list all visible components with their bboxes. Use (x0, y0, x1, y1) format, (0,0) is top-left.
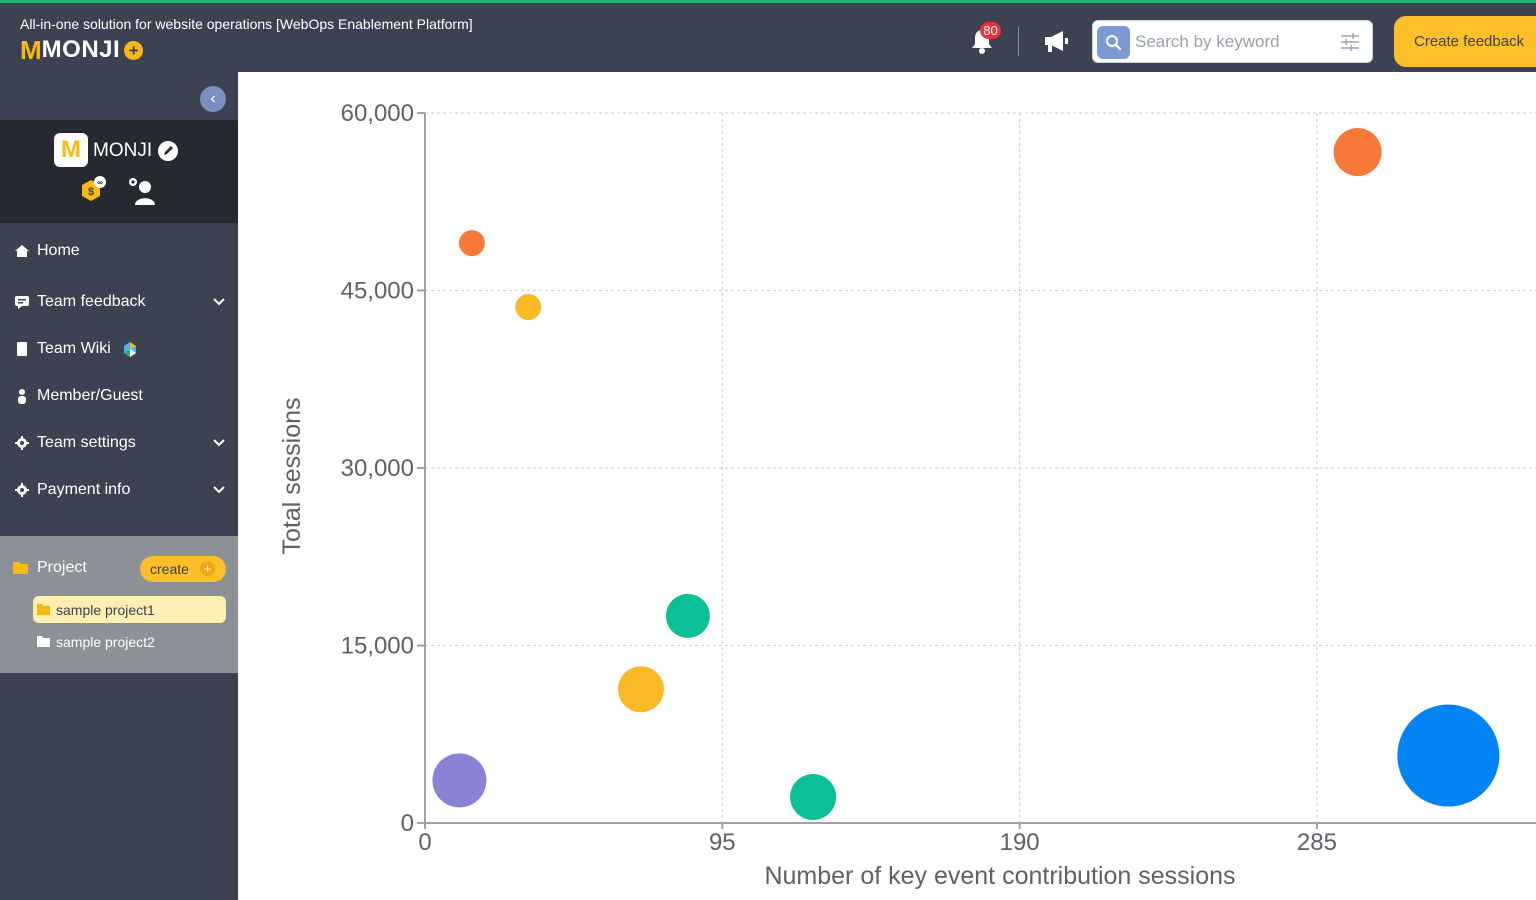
tagline: All-in-one solution for website operatio… (20, 16, 473, 32)
chart-ticks: 0 15,000 30,000 45,000 60,000 0 95 190 285 (341, 100, 1337, 856)
svg-text:∞: ∞ (97, 178, 103, 187)
scatter-point[interactable] (1397, 704, 1500, 807)
app-header: All-in-one solution for website operatio… (0, 3, 1536, 72)
team-name: MONJI (93, 140, 153, 161)
project-section-label: Project (37, 559, 87, 576)
folder-icon (37, 604, 50, 615)
member-settings-icon[interactable] (125, 175, 157, 207)
scatter-point[interactable] (790, 773, 837, 820)
search-input[interactable] (1135, 30, 1330, 54)
x-axis-title: Number of key event contribution session… (764, 862, 1235, 890)
scatter-chart-panel: 0 15,000 30,000 45,000 60,000 0 95 190 285 Numbe… (238, 72, 1536, 900)
project-item-label: sample project2 (56, 633, 155, 650)
chart-grid (425, 112, 1536, 823)
collapse-sidebar-button[interactable]: ‹ (200, 86, 226, 112)
chevron-down-icon[interactable] (212, 483, 226, 497)
create-project-button[interactable]: create + (140, 556, 226, 582)
edit-icon[interactable] (157, 140, 179, 162)
coin-icon[interactable]: $ ∞ (78, 175, 108, 205)
x-tick-label: 285 (1297, 829, 1337, 856)
nav-team-wiki[interactable]: Team Wiki (0, 326, 238, 372)
nav-team-wiki-label: Team Wiki (37, 340, 111, 357)
nav-home-label: Home (37, 242, 80, 259)
nav-member-guest-label: Member/Guest (37, 387, 143, 404)
notification-badge: 80 (980, 22, 1001, 39)
search-button[interactable] (1097, 26, 1130, 59)
notebook-icon (17, 342, 27, 356)
nav-team-settings-label: Team settings (37, 434, 136, 451)
logo-plus: + (124, 40, 144, 60)
chart-points (432, 128, 1500, 820)
svg-text:$: $ (88, 186, 94, 198)
team-block: M MONJI $ ∞ (0, 120, 238, 223)
plus-icon: + (200, 561, 215, 576)
search-icon (1106, 35, 1122, 51)
y-tick-label: 45,000 (341, 278, 414, 305)
nav-payment-info-label: Payment info (37, 481, 131, 498)
y-tick-label: 15,000 (341, 633, 414, 660)
y-tick-label: 30,000 (341, 455, 414, 482)
scatter-point[interactable] (515, 294, 542, 321)
folder-icon (37, 636, 50, 647)
create-project-label: create (150, 561, 189, 577)
scatter-point[interactable] (1333, 128, 1382, 177)
nav-team-feedback-label: Team feedback (37, 293, 146, 310)
x-tick-label: 0 (418, 829, 431, 856)
feedback-icon (15, 296, 29, 309)
folder-icon (13, 562, 28, 574)
create-feedback-button[interactable]: Create feedback (1394, 16, 1536, 67)
app-logo[interactable]: M MONJI + (20, 34, 144, 65)
logo-m: M (20, 34, 42, 65)
nav-payment-info[interactable]: Payment info (0, 467, 238, 513)
chevron-down-icon[interactable] (212, 436, 226, 450)
x-tick-label: 190 (1000, 829, 1040, 856)
project-item-sample-project2[interactable]: sample project2 (33, 628, 226, 655)
wiki-badge-icon (124, 341, 136, 357)
team-logo[interactable]: M (54, 133, 88, 167)
x-tick-label: 95 (709, 829, 736, 856)
megaphone-icon[interactable] (1041, 27, 1071, 55)
nav-member-guest[interactable]: Member/Guest (0, 373, 238, 419)
top-accent-bar (0, 0, 1536, 3)
scatter-point[interactable] (665, 593, 710, 638)
search-box (1092, 20, 1373, 63)
nav-team-feedback[interactable]: Team feedback (0, 279, 238, 325)
home-icon (15, 245, 29, 257)
y-tick-label: 60,000 (341, 100, 414, 127)
scatter-point[interactable] (458, 230, 485, 257)
header-divider (1018, 27, 1019, 56)
y-axis-title: Total sessions (278, 397, 306, 554)
project-item-label: sample project1 (56, 601, 155, 618)
gear-icon (15, 436, 29, 450)
person-icon (18, 389, 26, 404)
nav-team-settings[interactable]: Team settings (0, 420, 238, 466)
gear-icon (15, 483, 29, 497)
logo-text: MONJI (41, 36, 121, 63)
chevron-down-icon[interactable] (212, 295, 226, 309)
project-panel: Project create + sample project1 sample … (0, 536, 238, 673)
sidebar: ‹ M MONJI $ ∞ Home Team feedback Team (0, 72, 238, 900)
filter-sliders-icon[interactable] (1339, 31, 1361, 53)
project-item-sample-project1[interactable]: sample project1 (33, 596, 226, 623)
scatter-chart: 0 15,000 30,000 45,000 60,000 0 95 190 285 Numbe… (278, 100, 1536, 890)
y-tick-label: 0 (401, 810, 414, 837)
nav-home[interactable]: Home (0, 228, 238, 274)
scatter-point[interactable] (432, 753, 487, 808)
scatter-point[interactable] (617, 666, 664, 713)
